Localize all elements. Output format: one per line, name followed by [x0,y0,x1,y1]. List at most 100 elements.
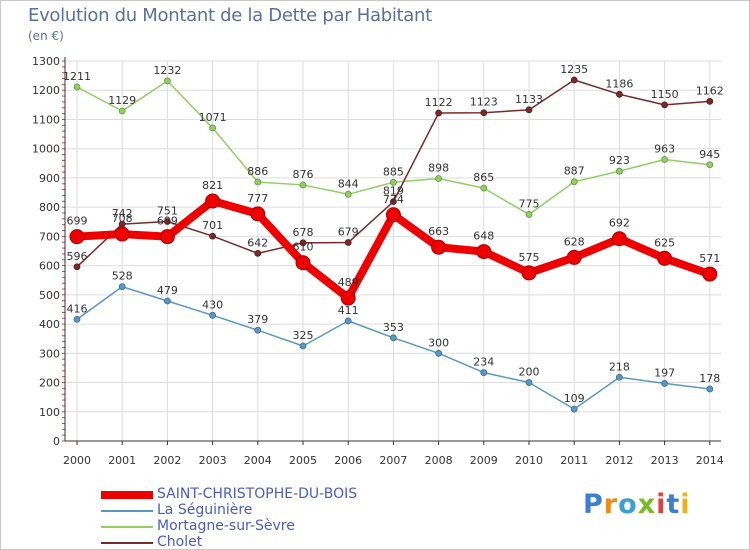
series-group [69,76,718,413]
data-point [295,255,311,271]
data-point [431,239,447,255]
proxiti-logo: Proxiti [583,489,691,520]
data-label: 411 [338,304,359,317]
legend-label: La Séguinière [157,502,253,518]
data-point [476,244,492,260]
data-label: 1162 [696,84,724,97]
data-point [661,101,668,109]
data-point [118,107,126,115]
data-point [209,232,217,240]
data-label: 679 [338,226,359,239]
axes [62,57,721,445]
logo-letter: i [680,489,691,520]
data-label: 300 [428,336,449,349]
data-point [73,315,81,323]
data-label: 416 [67,302,88,315]
y-tick-label: 1100 [32,113,60,126]
data-point [389,334,397,342]
data-label: 699 [67,215,88,228]
data-label: 865 [473,171,494,184]
x-tick-label: 2007 [379,454,407,467]
y-tick-label: 500 [39,289,60,302]
data-point [570,178,578,186]
data-label: 678 [293,226,314,239]
y-tick-label: 100 [39,406,60,419]
data-point [657,250,673,266]
data-point [566,249,582,265]
data-label: 596 [67,250,88,263]
logo-letter: o [618,489,638,520]
data-point [389,178,397,186]
data-point [299,181,307,189]
data-labels-group: 699 708 699 821 777 610 489 774 663 648 575 628 692 6… [63,63,724,405]
data-point [616,373,623,381]
logo-letter: t [666,489,681,520]
data-label: 1235 [560,63,588,76]
legend-swatch [101,491,153,499]
logo-letter: i [656,489,667,520]
data-label: 886 [247,165,268,178]
data-point [480,109,488,117]
x-tick-label: 2010 [515,454,543,467]
data-point [525,379,533,386]
data-point [254,326,262,334]
data-point [344,239,352,246]
data-point [118,283,126,291]
data-label: 353 [383,321,404,334]
y-tick-label: 700 [39,230,60,243]
logo-letter: r [603,489,619,520]
legend-label: Mortagne-sur-Sèvre [157,518,295,534]
data-point [525,211,533,218]
data-label: 699 [157,215,178,228]
data-label: 234 [473,356,494,369]
data-point [340,290,356,306]
x-tick-label: 2008 [425,454,453,467]
unit-label: (en €) [28,29,64,43]
legend-swatch [101,526,153,528]
x-tick-label: 2000 [63,454,91,467]
x-tick-label: 2004 [244,454,272,467]
data-label: 923 [609,154,630,167]
data-label: 1123 [470,96,498,109]
data-point [254,249,262,257]
x-tick-labels: 2000 2001 2002 2003 2004 2005 2006 2007 2008 2009… [63,454,724,467]
data-point [114,226,130,242]
data-label: 775 [519,197,540,210]
data-point [163,297,171,305]
data-label: 200 [519,366,540,379]
data-point [480,369,488,377]
y-tick-label: 600 [39,260,60,273]
data-label: 571 [699,252,720,265]
data-point [344,317,352,325]
legend-swatch [101,542,153,544]
data-label: 887 [564,165,585,178]
x-tick-label: 2002 [153,454,181,467]
data-point [661,380,668,387]
legend-label: SAINT-CHRISTOPHE-DU-BOIS [157,486,358,502]
data-label: 945 [699,148,720,161]
data-label: 1071 [199,111,227,124]
data-point [525,106,533,114]
data-label: 701 [202,219,223,232]
x-tick-label: 2001 [108,454,136,467]
data-point [435,109,443,117]
x-tick-label: 2011 [560,454,588,467]
data-label: 325 [293,329,314,342]
data-label: 819 [383,185,404,198]
data-label: 821 [202,179,223,192]
data-point [254,178,262,186]
x-tick-label: 2005 [289,454,317,467]
y-tick-label: 1000 [32,143,60,156]
data-label: 1129 [108,94,136,107]
data-point [480,184,488,192]
data-point [163,218,171,225]
data-point [159,229,175,245]
data-point [661,156,668,163]
data-label: 178 [699,372,720,385]
data-point [521,265,537,281]
data-label: 379 [247,313,268,326]
data-point [389,198,397,206]
data-label: 876 [293,168,314,181]
data-label: 628 [564,235,585,248]
